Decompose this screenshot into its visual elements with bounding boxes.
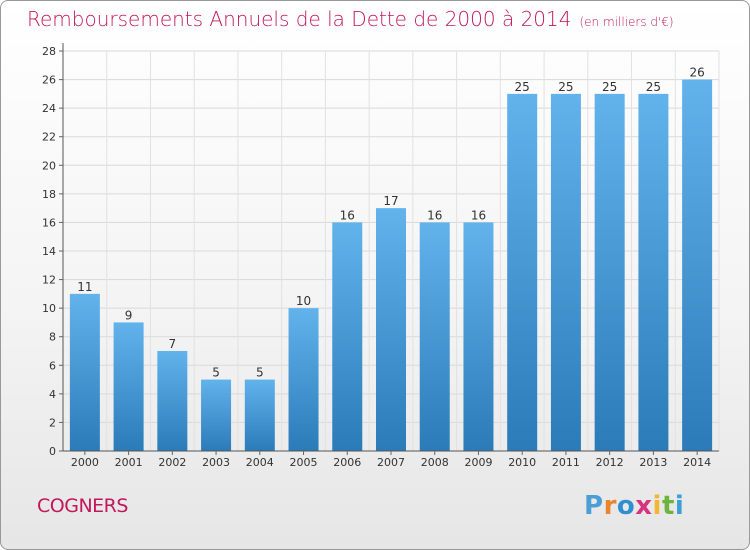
labels: 0246810121416182022242628112000920017200… [42, 45, 711, 469]
y-tick-label: 6 [49, 359, 56, 372]
bar [550, 93, 581, 451]
bar-value-label: 16 [340, 208, 355, 222]
logo-letter: i [674, 491, 685, 521]
y-tick-label: 18 [42, 188, 56, 201]
chart-title: Remboursements Annuels de la Dette de 20… [27, 7, 674, 31]
bar [113, 322, 144, 451]
bar-value-label: 16 [471, 208, 486, 222]
x-tick-label: 2005 [290, 456, 318, 469]
y-tick-label: 24 [42, 102, 56, 115]
bar [638, 93, 669, 451]
bar [244, 379, 275, 451]
x-tick-label: 2004 [246, 456, 274, 469]
logo-letter: o [616, 491, 636, 521]
y-tick-label: 2 [49, 416, 56, 429]
y-tick-label: 10 [42, 302, 56, 315]
y-tick-label: 8 [49, 331, 56, 344]
x-tick-label: 2009 [464, 456, 492, 469]
bar-value-label: 25 [646, 80, 661, 94]
bar [419, 222, 450, 451]
axes [59, 43, 719, 455]
x-tick-label: 2012 [596, 456, 624, 469]
bar-value-label: 7 [169, 337, 177, 351]
y-tick-label: 28 [42, 45, 56, 58]
y-tick-label: 12 [42, 274, 56, 287]
logo-letter: x [635, 491, 653, 521]
chart-title-text: Remboursements Annuels de la Dette de 20… [27, 7, 572, 31]
bar [288, 308, 319, 451]
x-tick-label: 2003 [202, 456, 230, 469]
bar [201, 379, 232, 451]
bars [69, 79, 713, 452]
x-tick-label: 2010 [508, 456, 536, 469]
bar-value-label: 10 [296, 294, 311, 308]
bar-value-label: 25 [558, 80, 573, 94]
logo-letter: P [584, 491, 604, 521]
bar-value-label: 9 [125, 308, 133, 322]
bar-value-label: 17 [383, 194, 398, 208]
bar [507, 93, 538, 451]
logo-letter: i [652, 491, 662, 521]
y-tick-label: 20 [42, 159, 56, 172]
x-tick-label: 2006 [333, 456, 361, 469]
bar-value-label: 16 [427, 208, 442, 222]
bar-value-label: 25 [515, 80, 530, 94]
y-tick-label: 4 [49, 388, 56, 401]
bar [332, 222, 363, 451]
logo-letter: r [603, 491, 617, 521]
x-tick-label: 2014 [683, 456, 711, 469]
logo-letter: t [661, 491, 675, 521]
y-tick-label: 22 [42, 131, 56, 144]
chart-unit: (en milliers d'€) [579, 15, 674, 29]
bar [594, 93, 625, 451]
y-tick-label: 26 [42, 74, 56, 87]
bar [69, 293, 100, 451]
x-tick-label: 2000 [71, 456, 99, 469]
bar [157, 351, 188, 451]
commune-name: COGNERS [37, 495, 128, 517]
bar-value-label: 5 [256, 366, 264, 380]
bar-value-label: 11 [77, 280, 92, 294]
x-tick-label: 2002 [158, 456, 186, 469]
x-tick-label: 2011 [552, 456, 580, 469]
y-tick-label: 16 [42, 216, 56, 229]
bar-value-label: 25 [602, 80, 617, 94]
bar [463, 222, 494, 451]
bar [682, 79, 713, 452]
bar-value-label: 5 [212, 366, 220, 380]
x-tick-label: 2007 [377, 456, 405, 469]
y-tick-label: 14 [42, 245, 56, 258]
x-tick-label: 2001 [115, 456, 143, 469]
bar-value-label: 26 [689, 66, 704, 80]
bar [376, 208, 406, 451]
y-tick-label: 0 [49, 445, 56, 458]
proxiti-logo[interactable]: Proxiti [584, 491, 684, 521]
x-tick-label: 2013 [639, 456, 667, 469]
x-tick-label: 2008 [421, 456, 449, 469]
